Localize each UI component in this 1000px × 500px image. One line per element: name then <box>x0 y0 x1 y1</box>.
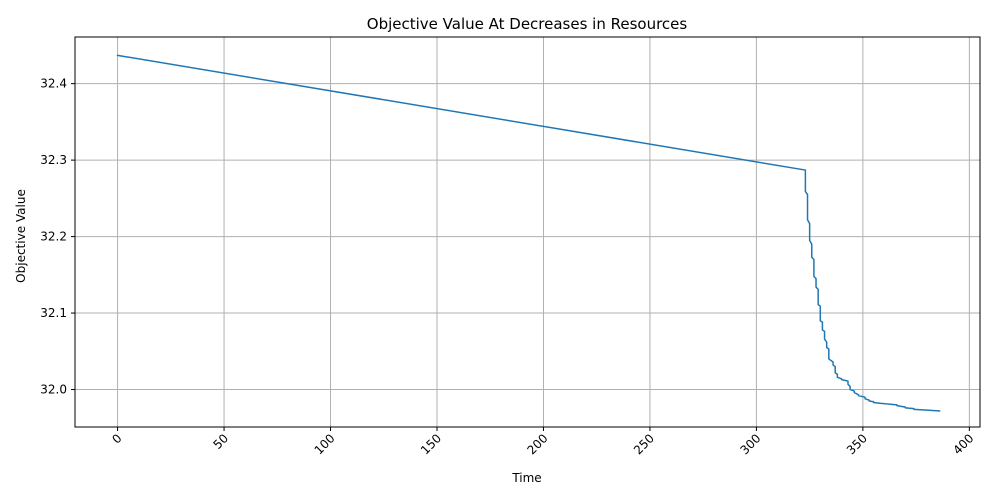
y-tick-label: 32.3 <box>40 153 67 167</box>
series-line-0 <box>116 54 941 412</box>
grid <box>75 37 980 427</box>
plot-frame <box>74 36 981 428</box>
y-tick-label: 32.4 <box>40 77 67 91</box>
x-axis-label: Time <box>511 471 541 485</box>
y-axis: 32.0 32.1 32.2 32.3 32.4 <box>40 77 75 397</box>
y-tick-label: 32.1 <box>40 306 67 320</box>
series-layer <box>116 54 941 412</box>
y-tick-label: 32.0 <box>40 383 67 397</box>
chart-title: Objective Value At Decreases in Resource… <box>367 15 688 33</box>
y-axis-label: Objective Value <box>14 189 28 283</box>
y-tick-label: 32.2 <box>40 230 67 244</box>
